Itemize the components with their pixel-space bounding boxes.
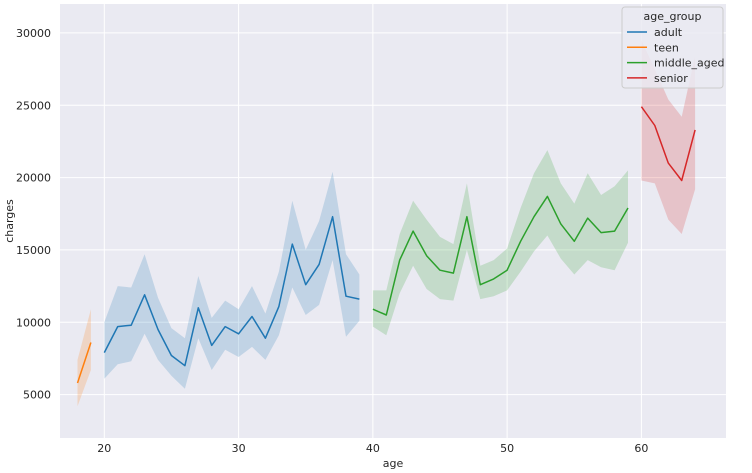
y-tick-label: 30000 [16,27,51,40]
y-tick-label: 20000 [16,172,51,185]
x-tick-label: 20 [97,442,111,455]
series-line-teen [76,342,92,384]
ci-band-senior [641,40,696,235]
x-axis-label: age [383,457,404,470]
plot-area [60,4,726,438]
series-line-middle-aged [372,195,629,316]
x-tick-label: 60 [634,442,648,455]
legend-entry: middle_aged [654,57,725,70]
x-tick-label: 50 [500,442,514,455]
confidence-bands [77,40,696,407]
ci-band-middle-aged [372,150,628,336]
legend-entry: senior [654,72,688,85]
y-tick-label: 15000 [16,244,51,257]
y-axis-label: charges [3,199,16,243]
x-axis-ticks: 20 30 40 50 60 [97,442,648,455]
legend-title: age_group [644,10,702,23]
y-tick-label: 5000 [23,389,51,402]
series-line-senior [640,106,696,182]
legend-entry: adult [654,26,683,39]
y-tick-label: 10000 [16,316,51,329]
series-lines [76,106,696,384]
y-axis-ticks: 5000 10000 15000 20000 25000 30000 [16,27,51,402]
y-tick-label: 25000 [16,99,51,112]
series-line-adult [103,215,360,367]
x-tick-label: 40 [366,442,380,455]
x-tick-label: 30 [232,442,246,455]
ci-band-teen [77,309,91,407]
legend-entry: teen [654,41,679,54]
grid-lines [60,4,726,438]
legend-box [621,6,724,89]
ci-band-adult [104,171,360,389]
